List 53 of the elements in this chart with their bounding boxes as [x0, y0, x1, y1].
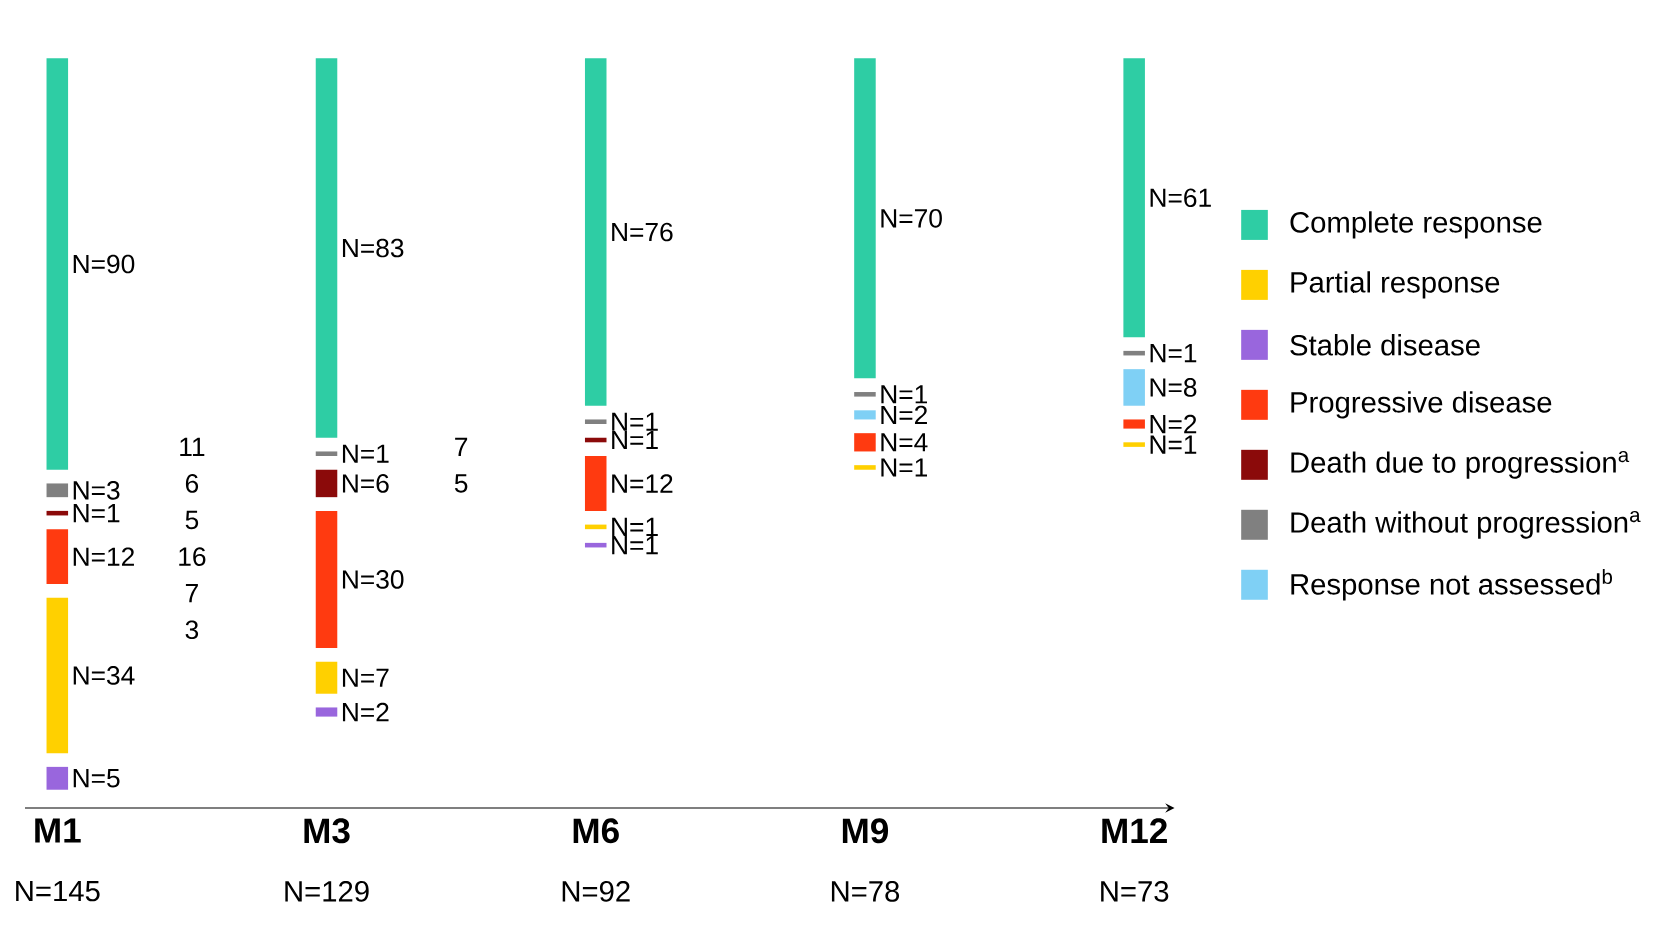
- text: 6: [185, 473, 199, 493]
- category-label: M12: [1102, 818, 1167, 843]
- text: N=92: [562, 880, 630, 902]
- text: 5: [185, 510, 199, 530]
- data-label: N=6: [342, 473, 389, 493]
- data-label: N=70: [881, 208, 942, 228]
- text: 16: [179, 547, 206, 566]
- text: 11: [180, 437, 205, 456]
- data-label: N=7: [342, 668, 389, 687]
- text: 7: [455, 437, 468, 456]
- legend-label: Stable disease: [1290, 333, 1480, 356]
- legend-label: Death due to progression$^{a}$: [1291, 450, 1630, 479]
- data-label: N=1: [612, 430, 658, 449]
- legend-label: Death without progression$^{a}$: [1291, 510, 1641, 539]
- data-label: N=1: [1150, 435, 1197, 454]
- data-label: N=1: [612, 412, 658, 431]
- legend-label: Response not assessed$^{b}$: [1291, 568, 1612, 601]
- data-label: N=1: [1150, 343, 1197, 363]
- data-label: N=61: [1150, 188, 1211, 207]
- data-label: N=34: [73, 665, 135, 685]
- data-label: N=4: [881, 433, 928, 452]
- data-label: N=1: [342, 444, 389, 463]
- data-label: N=2: [881, 405, 927, 424]
- text: N=145: [16, 880, 100, 902]
- data-label: N=3: [73, 480, 120, 500]
- legend-label: Partial response: [1291, 271, 1500, 299]
- data-label: N=2: [342, 702, 389, 722]
- category-label: M3: [304, 818, 350, 844]
- data-label: N=1: [612, 517, 658, 536]
- data-label: N=5: [73, 768, 120, 788]
- text: N=78: [831, 880, 900, 902]
- data-label: N=30: [342, 569, 404, 589]
- text: N=73: [1101, 880, 1169, 902]
- data-label: N=76: [612, 222, 673, 242]
- text: 7: [185, 583, 198, 603]
- data-label: N=83: [342, 238, 404, 258]
- category-label: M9: [842, 818, 889, 844]
- text: N=129: [285, 880, 369, 902]
- data-label: N=1: [612, 535, 658, 555]
- text: 5: [454, 474, 468, 493]
- data-label: N=1: [881, 458, 927, 477]
- legend-label: Complete response: [1290, 211, 1542, 239]
- legend-label: Progressive disease: [1291, 391, 1552, 419]
- data-label: N=90: [73, 254, 135, 274]
- category-label: M6: [573, 818, 619, 844]
- category-label: M1: [35, 818, 81, 843]
- data-label: N=1: [881, 385, 927, 404]
- data-label: N=12: [73, 547, 134, 566]
- data-label: N=8: [1150, 377, 1197, 397]
- data-label: N=1: [73, 503, 120, 523]
- text: 3: [185, 620, 199, 639]
- data-label: N=2: [1150, 414, 1197, 434]
- data-label: N=12: [612, 474, 673, 493]
